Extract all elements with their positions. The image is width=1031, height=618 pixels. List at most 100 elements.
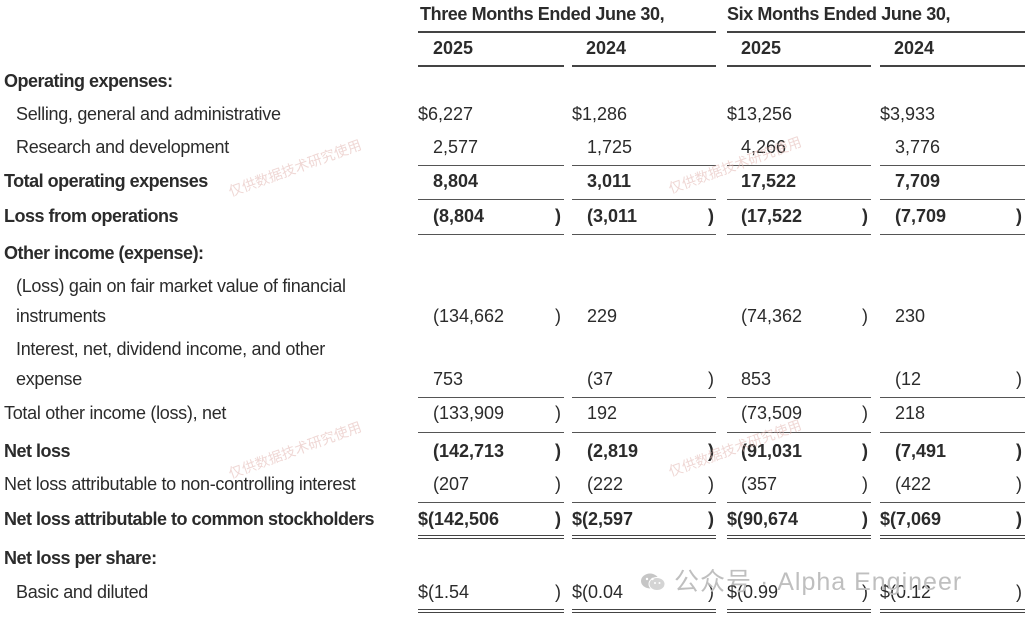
paren-close: ) — [555, 306, 561, 326]
cell-fmv-h2024: 230 — [895, 306, 926, 326]
rule — [880, 502, 1025, 503]
paren-close: ) — [862, 306, 868, 326]
paren-close: ) — [1016, 509, 1022, 529]
paren-close: ) — [862, 509, 868, 529]
label-common-stockholders: Net loss attributable to common stockhol… — [4, 509, 375, 529]
wechat-icon — [640, 570, 666, 591]
rule — [418, 234, 564, 235]
cell-eps-h2025: $(0.99 — [727, 582, 779, 602]
cell-lfo-q2025: (8,804 — [433, 206, 485, 226]
cell-fmv-q2025: (134,662 — [433, 306, 505, 326]
paren-close: ) — [708, 369, 714, 389]
rule — [727, 432, 871, 433]
cell-int-q2024: (37 — [587, 369, 614, 389]
cell-nl-h2025: (91,031 — [741, 441, 803, 461]
paren-close: ) — [708, 582, 714, 602]
year-2025-h: 2025 — [741, 38, 782, 58]
rule — [572, 234, 716, 235]
watermark: 仅供数据技术研究使用 — [226, 136, 364, 200]
rule — [880, 397, 1025, 398]
double-rule — [418, 609, 564, 613]
cell-nl-q2025: (142,713 — [433, 441, 505, 461]
double-rule — [418, 535, 564, 539]
paren-close: ) — [862, 206, 868, 226]
cell-eps-h2024: $(0.12 — [880, 582, 932, 602]
rule — [880, 165, 1025, 166]
double-rule — [727, 535, 871, 539]
year-2024-h: 2024 — [894, 38, 935, 58]
paren-close: ) — [708, 206, 714, 226]
cell-rnd-q2025: 2,577 — [433, 137, 479, 157]
paren-close: ) — [555, 403, 561, 423]
rule — [572, 432, 716, 433]
cell-nl-q2024: (2,819 — [587, 441, 639, 461]
cell-cs-h2024: $(7,069 — [880, 509, 942, 529]
cell-cs-h2025: $(90,674 — [727, 509, 799, 529]
cell-rnd-h2025: 4,266 — [741, 137, 787, 157]
cell-nci-h2024: (422 — [895, 474, 932, 494]
paren-close: ) — [1016, 582, 1022, 602]
paren-close: ) — [862, 441, 868, 461]
label-rnd: Research and development — [16, 137, 229, 157]
cell-toe-h2024: 7,709 — [895, 171, 941, 191]
label-nci: Net loss attributable to non-controlling… — [4, 474, 356, 494]
rule — [418, 502, 564, 503]
cell-nci-q2024: (222 — [587, 474, 624, 494]
cell-toe-q2025: 8,804 — [433, 171, 479, 191]
cell-cs-q2025: $(142,506 — [418, 509, 500, 529]
rule — [727, 397, 871, 398]
cell-eps-q2025: $(1.54 — [418, 582, 470, 602]
double-rule — [572, 609, 716, 613]
paren-close: ) — [555, 582, 561, 602]
rule — [727, 502, 871, 503]
cell-toe-h2025: 17,522 — [741, 171, 797, 191]
rule — [572, 502, 716, 503]
cell-toi-h2024: 218 — [895, 403, 926, 423]
rule — [572, 199, 716, 200]
paren-close: ) — [1016, 474, 1022, 494]
paren-close: ) — [555, 509, 561, 529]
rule — [727, 234, 871, 235]
label-operating-expenses: Operating expenses: — [4, 71, 173, 91]
label-net-loss: Net loss — [4, 441, 71, 461]
cell-int-h2025: 853 — [741, 369, 772, 389]
cell-rnd-q2024: 1,725 — [587, 137, 633, 157]
cell-toe-q2024: 3,011 — [587, 171, 632, 191]
double-rule — [572, 535, 716, 539]
cell-cs-q2024: $(2,597 — [572, 509, 634, 529]
paren-close: ) — [862, 474, 868, 494]
label-fmv-gain-line2: instruments — [16, 306, 106, 326]
cell-toi-q2025: (133,909 — [433, 403, 505, 423]
header-three-months: Three Months Ended June 30, — [420, 4, 665, 24]
double-rule — [880, 535, 1025, 539]
label-sga: Selling, general and administrative — [16, 104, 281, 124]
paren-close: ) — [1016, 369, 1022, 389]
rule — [880, 432, 1025, 433]
paren-close: ) — [708, 509, 714, 529]
rule — [727, 165, 871, 166]
cell-lfo-h2025: (17,522 — [741, 206, 803, 226]
paren-close: ) — [862, 582, 868, 602]
cell-sga-h2024: $3,933 — [880, 104, 936, 124]
cell-int-h2024: (12 — [895, 369, 922, 389]
double-rule — [880, 609, 1025, 613]
label-interest-line1: Interest, net, dividend income, and othe… — [16, 339, 325, 359]
rule — [880, 234, 1025, 235]
header-rule-six — [727, 31, 1025, 33]
header-rule-three — [418, 31, 716, 33]
year-2024-q: 2024 — [586, 38, 627, 58]
rule — [418, 165, 564, 166]
rule — [572, 165, 716, 166]
paren-close: ) — [555, 474, 561, 494]
rule — [418, 199, 564, 200]
label-interest-line2: expense — [16, 369, 82, 389]
cell-rnd-h2024: 3,776 — [895, 137, 941, 157]
paren-close: ) — [1016, 441, 1022, 461]
rule — [418, 432, 564, 433]
paren-close: ) — [1016, 206, 1022, 226]
label-fmv-gain-line1: (Loss) gain on fair market value of fina… — [16, 276, 346, 296]
cell-sga-h2025: $13,256 — [727, 104, 793, 124]
cell-toi-q2024: 192 — [587, 403, 618, 423]
cell-sga-q2024: $1,286 — [572, 104, 628, 124]
